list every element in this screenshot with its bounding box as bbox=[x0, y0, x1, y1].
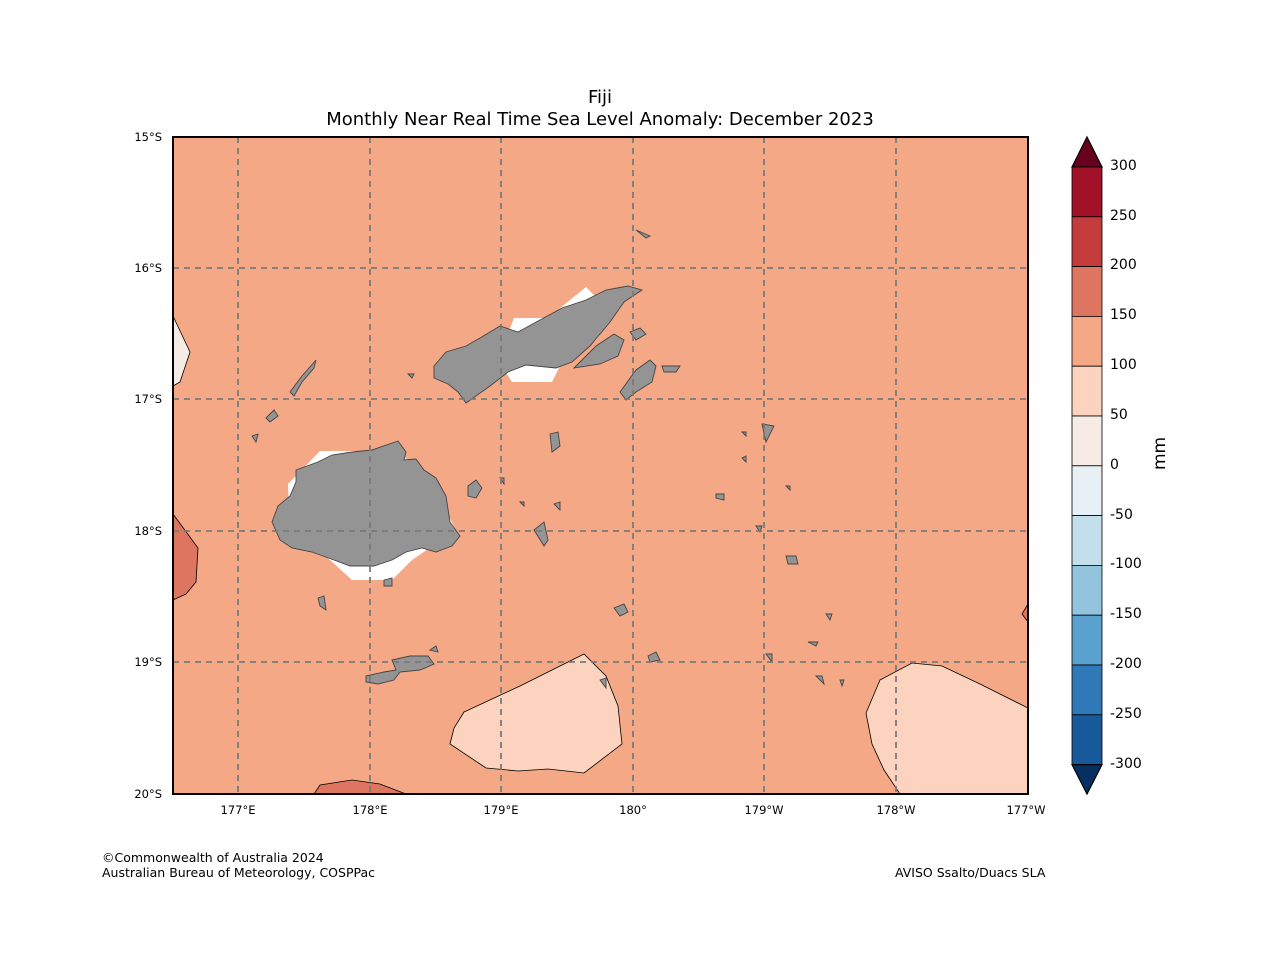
island-gau bbox=[533, 521, 549, 547]
lat-label-18s: 18°S bbox=[134, 524, 162, 538]
colorbar-tick-minus-200: -200 bbox=[1110, 656, 1142, 672]
island-kabara bbox=[765, 653, 773, 664]
map-subtitle: Monthly Near Real Time Sea Level Anomaly… bbox=[326, 109, 874, 130]
island-nukuira bbox=[406, 373, 415, 379]
island-ono bbox=[428, 645, 439, 653]
colorbar-tick-250: 250 bbox=[1110, 208, 1137, 224]
island-yasawa-group bbox=[289, 359, 317, 397]
island-fulaga bbox=[814, 675, 825, 686]
island-beqa bbox=[383, 577, 393, 587]
colorbar-tick-200: 200 bbox=[1110, 257, 1137, 273]
colorbar-segment bbox=[1071, 365, 1103, 417]
island-cicia bbox=[715, 493, 725, 501]
island-lakeba bbox=[785, 555, 799, 565]
colorbar-segment bbox=[1071, 166, 1103, 218]
island-taveuni bbox=[572, 333, 625, 369]
colorbar-tick-minus-50: -50 bbox=[1110, 507, 1133, 523]
colorbar-tick-100: 100 bbox=[1110, 357, 1137, 373]
anomaly-patch-south-central-50-100 bbox=[449, 653, 623, 774]
island-vanua-levu bbox=[433, 285, 644, 404]
island-moala bbox=[613, 603, 629, 617]
island-ovalau bbox=[467, 479, 483, 499]
lon-label-180: 180° bbox=[619, 803, 647, 817]
lon-label-179w: 179°W bbox=[744, 803, 784, 817]
colorbar-segment bbox=[1071, 565, 1103, 616]
map-frame bbox=[172, 136, 1029, 795]
island-mamanuca bbox=[251, 433, 259, 444]
lat-label-17s: 17°S bbox=[134, 392, 162, 406]
colorbar-tick-300: 300 bbox=[1110, 158, 1137, 174]
island-vatulele bbox=[317, 595, 327, 611]
lon-label-178w: 178°W bbox=[876, 803, 916, 817]
island-vanuavatu bbox=[807, 641, 819, 647]
colorbar-tick-50: 50 bbox=[1110, 407, 1128, 423]
colorbar-segment bbox=[1071, 465, 1103, 516]
island-ogea bbox=[839, 679, 845, 688]
colorbar-segment bbox=[1071, 315, 1103, 367]
map-title: Fiji bbox=[587, 87, 613, 108]
island-mago bbox=[741, 455, 747, 464]
lat-label-19s: 19°S bbox=[134, 655, 162, 669]
lat-label-15s: 15°S bbox=[134, 130, 162, 144]
island-tuvuca bbox=[740, 431, 747, 438]
footer-data-source: AVISO Ssalto/Duacs SLA bbox=[895, 865, 1046, 880]
colorbar-extend-top bbox=[1071, 135, 1103, 168]
island-viti-levu bbox=[271, 440, 461, 567]
colorbar-tick-minus-250: -250 bbox=[1110, 706, 1142, 722]
colorbar-tick-150: 150 bbox=[1110, 307, 1137, 323]
colorbar-segment bbox=[1071, 714, 1103, 765]
lon-label-177e: 177°E bbox=[220, 803, 256, 817]
island-lau-north bbox=[761, 423, 775, 444]
island-koro bbox=[549, 431, 561, 453]
colorbar-segment bbox=[1071, 216, 1103, 268]
colorbar bbox=[1071, 135, 1103, 796]
colorbar-unit-label: mm bbox=[1150, 436, 1170, 470]
footer-copyright: ©Commonwealth of Australia 2024 bbox=[102, 850, 324, 865]
lon-label-178e: 178°E bbox=[352, 803, 388, 817]
sea-level-map bbox=[172, 136, 1029, 795]
island-komo bbox=[825, 613, 833, 622]
island-matuku bbox=[647, 651, 661, 663]
lon-label-179e: 179°E bbox=[483, 803, 519, 817]
island-totoya bbox=[599, 677, 607, 690]
island-naitaba bbox=[784, 485, 791, 492]
colorbar-tick-minus-100: -100 bbox=[1110, 556, 1142, 572]
colorbar-segment bbox=[1071, 266, 1103, 317]
island-nairai bbox=[553, 501, 561, 512]
footer-organization: Australian Bureau of Meteorology, COSPPa… bbox=[102, 865, 375, 880]
colorbar-tick-minus-150: -150 bbox=[1110, 606, 1142, 622]
island-cikobia bbox=[635, 229, 652, 239]
lon-label-177w: 177°W bbox=[1006, 803, 1046, 817]
colorbar-segment bbox=[1071, 515, 1103, 566]
island-qamea bbox=[629, 327, 647, 341]
island-kadavu bbox=[365, 655, 435, 685]
colorbar-extend-bottom bbox=[1071, 763, 1103, 796]
colorbar-segment bbox=[1071, 664, 1103, 716]
colorbar-segment bbox=[1071, 614, 1103, 666]
lat-label-20s: 20°S bbox=[134, 787, 162, 801]
island-rabi bbox=[661, 365, 681, 373]
island-batiki bbox=[518, 501, 525, 508]
colorbar-tick-minus-300: -300 bbox=[1110, 756, 1142, 772]
island-waya bbox=[265, 409, 279, 423]
lat-label-16s: 16°S bbox=[134, 261, 162, 275]
colorbar-tick-0: 0 bbox=[1110, 457, 1119, 473]
colorbar-segment bbox=[1071, 415, 1103, 467]
land-islands bbox=[251, 229, 845, 690]
